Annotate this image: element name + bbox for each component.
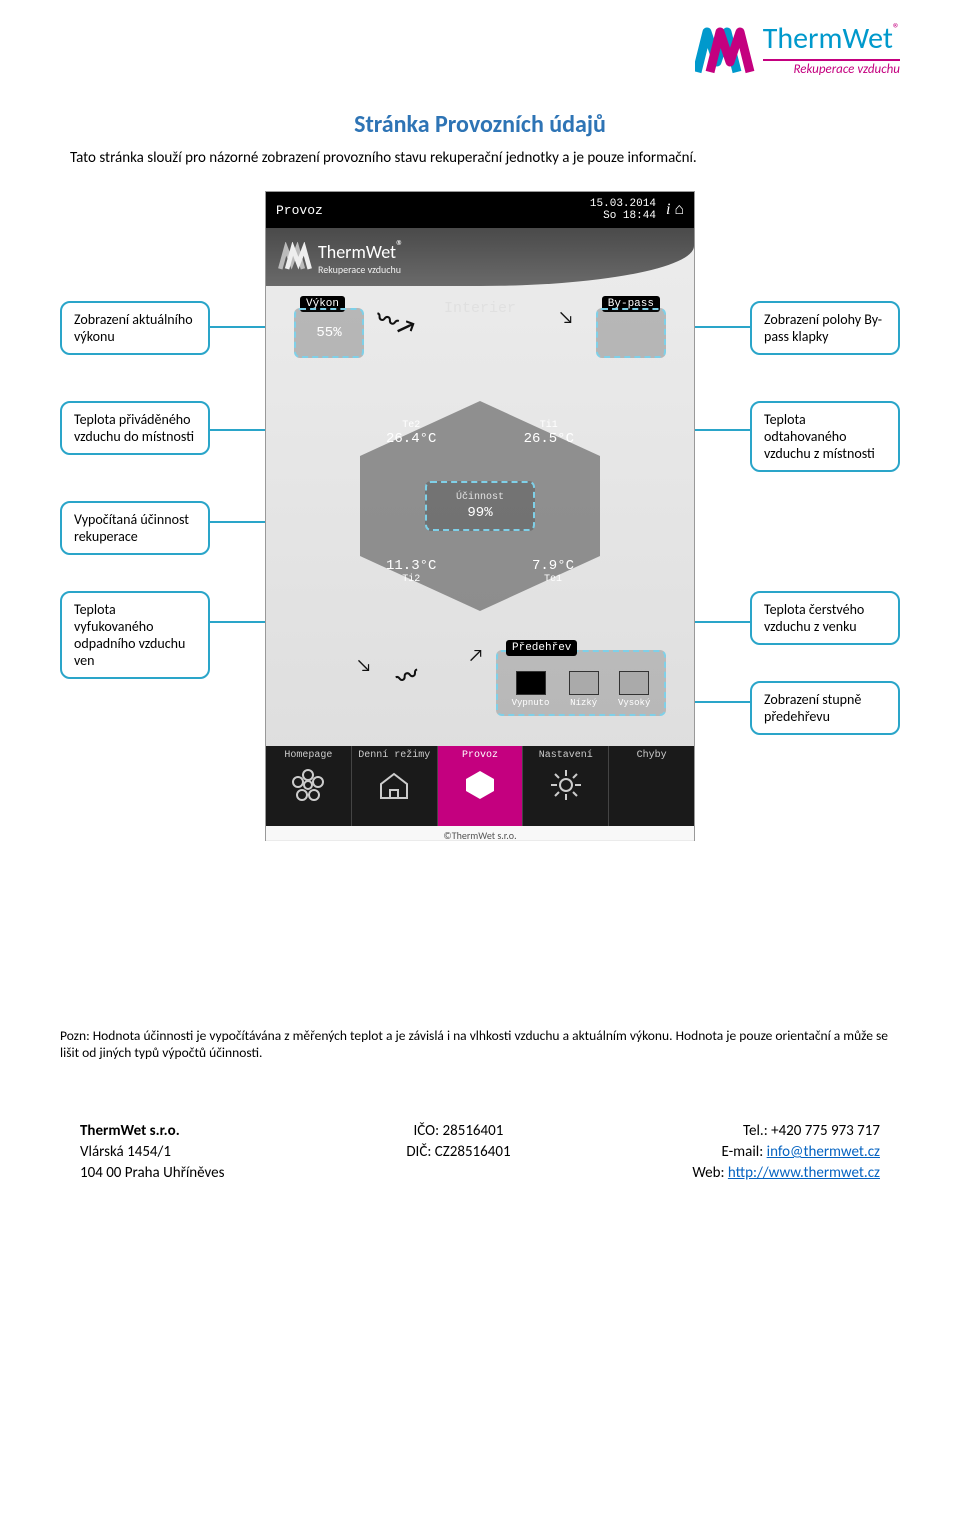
home-icon[interactable]: ⌂ [674, 201, 684, 219]
screenshot-brand-banner: ThermWet® Rekuperace vzduchu [266, 228, 694, 286]
diagram: Zobrazení aktuálního výkonu Teplota přiv… [60, 191, 900, 1061]
footer-center: IČO: 28516401 DIČ: CZ28516401 [406, 1121, 510, 1184]
nav-settings[interactable]: Nastavení [523, 746, 609, 826]
nav-errors[interactable]: Chyby [609, 746, 694, 826]
gear-icon [546, 765, 586, 805]
screenshot-body: Interier Exterier Výkon 55% By-pass 〰↗ ↘… [266, 286, 694, 746]
box-predehrev: Předehřev Vypnuto Nízký Vysoký [496, 650, 666, 716]
web-link[interactable]: http://www.thermwet.cz [728, 1164, 880, 1182]
ti2-readout: 11.3°C Ti2 [386, 558, 436, 585]
footnote: Pozn: Hodnota účinnosti je vypočítávána … [60, 1027, 900, 1061]
flow-wave-icon: 〰 [391, 656, 423, 694]
box-bypass [596, 308, 666, 358]
ti1-readout: Ti1 26.5°C [524, 420, 574, 447]
label-interier: Interier [444, 300, 516, 317]
device-screenshot: Provoz 15.03.2014 So 18:44 i ⌂ ThermWet®… [265, 191, 695, 841]
callout-preheat: Zobrazení stupně předehřevu [750, 681, 900, 735]
preheat-high[interactable]: Vysoký [618, 671, 650, 708]
info-icon[interactable]: i [662, 201, 674, 219]
nav-homepage[interactable]: Homepage [266, 746, 352, 826]
te2-readout: Te2 26.4°C [386, 420, 436, 447]
callout-fresh-temp: Teplota čerstvého vzduchu z venku [750, 591, 900, 645]
footer-right: Tel.: +420 775 973 717 E-mail: info@ther… [692, 1121, 880, 1184]
nav-daily-modes[interactable]: Denní režimy [352, 746, 438, 826]
callout-bypass: Zobrazení polohy By-pass klapky [750, 301, 900, 355]
hexagon-icon [460, 765, 500, 805]
brand-mark-icon [695, 24, 755, 74]
flow-arrow-icon: 〰↗ [372, 300, 421, 344]
header-title: Provoz [276, 203, 323, 218]
callout-efficiency: Vypočítaná účinnost rekuperace [60, 501, 210, 555]
callout-extract-temp: Teplota odtahovaného vzduchu z místnosti [750, 401, 900, 472]
preheat-low[interactable]: Nízký [569, 671, 599, 708]
house-icon [374, 765, 414, 805]
nav-provoz[interactable]: Provoz [438, 746, 524, 826]
flow-arrow-icon: ↘ [356, 654, 372, 676]
ucinnost-value: 99% [467, 505, 492, 521]
preheat-off[interactable]: Vypnuto [512, 671, 550, 708]
email-link[interactable]: info@thermwet.cz [767, 1143, 880, 1161]
brand-logo: ThermWet® Rekuperace vzduchu [695, 20, 900, 77]
brand-tagline: Rekuperace vzduchu [763, 59, 900, 77]
box-ucinnost: Účinnost 99% [425, 481, 535, 531]
flow-arrow-icon: ↗ [468, 644, 484, 666]
screenshot-copyright: ©ThermWet s.r.o. [266, 826, 694, 845]
footer-left: ThermWet s.r.o. Vlárská 1454/1 104 00 Pr… [80, 1121, 225, 1184]
header-date: 15.03.2014 [590, 198, 656, 210]
nav-bar: Homepage Denní režimy Provoz Nastavení C… [266, 746, 694, 826]
callout-current-power: Zobrazení aktuálního výkonu [60, 301, 210, 355]
flow-arrow-icon: ↘ [558, 306, 574, 328]
header-daytime: So 18:44 [603, 210, 656, 222]
box-vykon: 55% [294, 308, 364, 358]
te1-readout: 7.9°C Te1 [532, 558, 574, 585]
tag-predehrev: Předehřev [506, 640, 577, 656]
page-title: Stránka Provozních údajů [60, 110, 900, 139]
brand-mark-icon [278, 242, 312, 272]
vykon-value: 55% [316, 325, 341, 341]
callout-supply-temp: Teplota přiváděného vzduchu do místnosti [60, 401, 210, 455]
screenshot-header: Provoz 15.03.2014 So 18:44 i ⌂ [266, 192, 694, 228]
flower-icon [288, 765, 328, 805]
intro-text: Tato stránka slouží pro názorné zobrazen… [70, 149, 890, 167]
callout-exhaust-temp: Teplota vyfukovaného odpadního vzduchu v… [60, 591, 210, 679]
page-footer: ThermWet s.r.o. Vlárská 1454/1 104 00 Pr… [60, 1121, 900, 1184]
brand-name: ThermWet® [763, 20, 900, 57]
